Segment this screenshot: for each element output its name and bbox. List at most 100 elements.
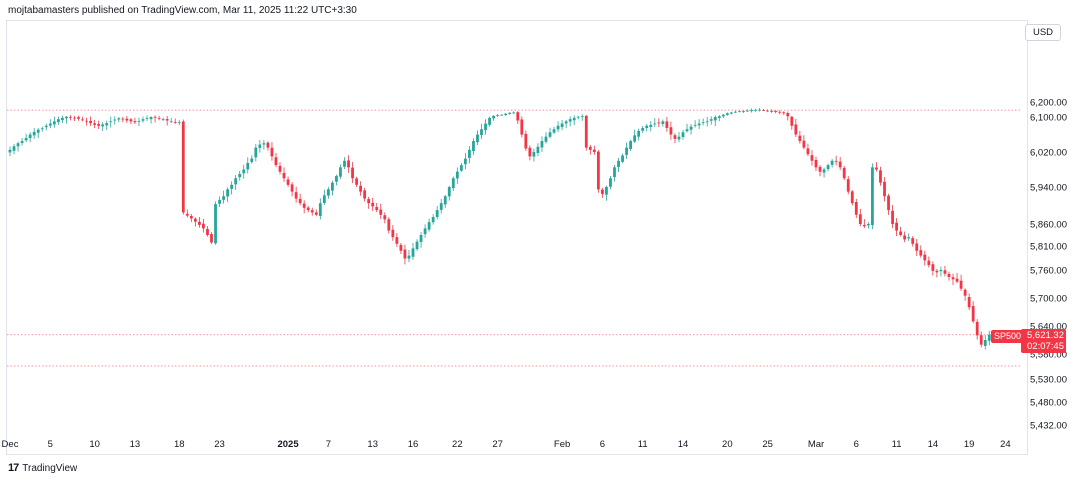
candle-body	[979, 335, 983, 345]
candle-body	[854, 201, 858, 215]
candle-body	[234, 178, 238, 185]
candle-body	[443, 196, 447, 205]
x-axis-tick-label: 16	[408, 439, 419, 450]
candle-body	[69, 116, 72, 118]
candle-body	[44, 125, 48, 128]
candle-body	[415, 241, 419, 250]
candle-body	[238, 173, 242, 178]
candle-body	[81, 119, 84, 121]
candle-body	[52, 121, 56, 125]
chart-frame[interactable]	[6, 20, 1028, 455]
candle-body	[838, 161, 842, 168]
y-axis-tick-label: 5,940.00	[1030, 183, 1067, 194]
candle-body	[665, 121, 669, 128]
candle-body	[302, 203, 306, 208]
candle-body	[790, 116, 794, 126]
candle-body	[351, 167, 354, 179]
footer-brand[interactable]: 17 TradingView	[8, 462, 77, 474]
candle-body	[564, 121, 568, 124]
candle-body	[226, 189, 230, 197]
candle-body	[306, 207, 310, 211]
candle-body	[524, 133, 528, 149]
candle-body	[383, 215, 387, 220]
candle-body	[367, 199, 371, 204]
candle-body	[846, 179, 850, 192]
candle-body	[512, 112, 516, 114]
candle-body	[145, 117, 149, 119]
x-axis-tick-label: 13	[367, 439, 378, 450]
candle-body	[48, 123, 52, 126]
candle-body	[806, 148, 810, 155]
candle-body	[339, 167, 342, 177]
candle-body	[883, 181, 886, 197]
candle-body	[911, 238, 915, 244]
candle-body	[621, 155, 624, 162]
last-price-label: 5,621.32 02:07:45	[1021, 329, 1066, 353]
x-axis-tick-label: 22	[452, 439, 463, 450]
candle-body	[967, 296, 971, 308]
candle-body	[488, 117, 491, 125]
candle-body	[862, 224, 866, 227]
candle-body	[738, 111, 741, 113]
candle-body	[363, 190, 367, 199]
candle-body	[149, 117, 153, 120]
candle-body	[903, 235, 907, 240]
candle-body	[963, 289, 967, 296]
candle-body	[669, 127, 673, 135]
candle-body	[141, 119, 145, 121]
candle-body	[951, 277, 955, 280]
candle-body	[419, 235, 423, 242]
candle-body	[899, 231, 903, 235]
candle-body	[193, 218, 197, 222]
candle-body	[915, 243, 919, 251]
candle-body	[746, 110, 749, 112]
candle-body	[326, 189, 330, 196]
candle-body	[157, 118, 161, 119]
x-axis-tick-label: 18	[174, 439, 185, 450]
candle-body	[605, 187, 608, 195]
x-axis-tick-label: 6	[854, 439, 859, 450]
candle-body	[576, 116, 580, 118]
candle-body	[16, 143, 20, 147]
candle-body	[584, 115, 588, 148]
x-axis-tick-label: 14	[928, 439, 939, 450]
candle-body	[866, 224, 870, 226]
candle-body	[987, 334, 991, 341]
candle-body	[343, 160, 346, 167]
candle-body	[101, 124, 105, 127]
candle-body	[165, 119, 169, 121]
candle-body	[653, 123, 657, 125]
candle-body	[734, 111, 737, 113]
candle-body	[814, 159, 818, 168]
last-price-value: 5,621.32	[1027, 330, 1064, 341]
brand-name: TradingView	[22, 462, 78, 474]
symbol-label: SP500	[991, 330, 1025, 343]
candle-body	[504, 113, 508, 116]
candle-body	[721, 114, 725, 117]
candle-body	[879, 170, 882, 183]
candle-body	[423, 228, 427, 235]
candle-body	[516, 112, 520, 121]
x-axis-tick-label: 11	[638, 439, 648, 450]
candle-body	[161, 119, 165, 120]
candle-body	[560, 123, 564, 127]
candle-body	[375, 207, 379, 211]
candle-body	[572, 117, 576, 121]
candle-body	[508, 112, 512, 114]
x-axis-tick-label: 6	[600, 439, 605, 450]
candle-body	[717, 116, 721, 119]
y-axis-tick-label: 5,640.00	[1030, 322, 1067, 333]
x-axis-tick-label: 24	[1000, 439, 1011, 450]
currency-button[interactable]: USD	[1025, 24, 1061, 41]
candle-body	[983, 340, 987, 346]
candle-body	[222, 196, 225, 200]
candle-body	[468, 149, 471, 158]
candle-body	[270, 147, 274, 157]
y-axis-tick-label: 6,100.00	[1030, 113, 1067, 124]
candle-body	[89, 120, 92, 124]
tradingview-logo-icon: 17	[8, 462, 19, 474]
candle-body	[250, 158, 254, 163]
x-axis-tick-label: 2025	[277, 439, 299, 450]
candle-body	[12, 146, 16, 151]
